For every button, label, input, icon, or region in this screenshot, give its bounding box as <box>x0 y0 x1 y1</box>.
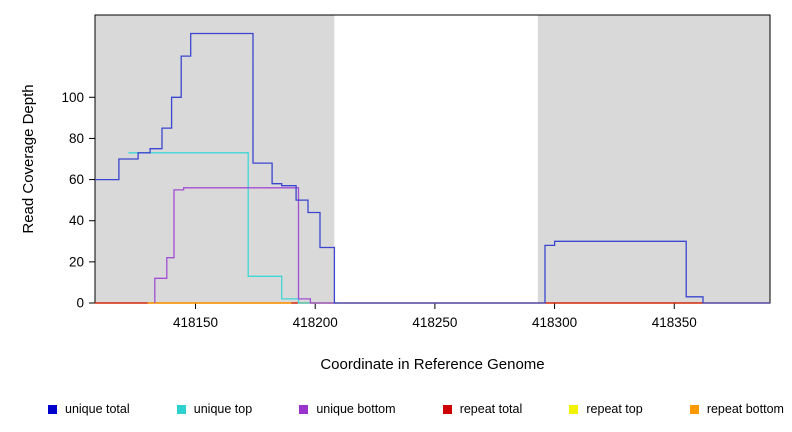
series-line-unique-top <box>128 152 340 304</box>
legend-swatch-repeat-top <box>569 404 579 414</box>
repeat-region-shading <box>537 15 770 303</box>
legend-label: unique total <box>65 402 130 416</box>
legend-label: repeat bottom <box>706 402 784 416</box>
legend-item-repeat-bottom: repeat bottom <box>689 402 784 416</box>
y-tick-label: 60 <box>69 172 84 187</box>
legend-item-unique-top: unique top <box>176 402 253 416</box>
legend-label: unique bottom <box>316 402 396 416</box>
legend-swatch-repeat-bottom <box>689 404 699 414</box>
y-axis-title: Read Coverage Depth <box>20 84 37 234</box>
x-tick-label: 418250 <box>412 315 457 330</box>
chart-legend: unique total unique top unique bottom repea… <box>48 398 784 420</box>
legend-swatch-unique-bottom <box>299 404 309 414</box>
y-tick-label: 80 <box>69 131 84 146</box>
legend-item-repeat-top: repeat top <box>569 402 643 416</box>
legend-item-repeat-total: repeat total <box>442 402 523 416</box>
y-tick-label: 0 <box>76 296 84 311</box>
x-tick-label: 418350 <box>652 315 697 330</box>
series-line-unique-total <box>95 32 770 304</box>
legend-label: repeat total <box>459 402 523 416</box>
x-tick-label: 418300 <box>532 315 577 330</box>
legend-label: repeat top <box>586 402 643 416</box>
legend-swatch-unique-top <box>176 404 186 414</box>
x-axis-title: Coordinate in Reference Genome <box>320 356 545 373</box>
legend-swatch-unique-total <box>48 404 57 414</box>
legend-item-unique-total: unique total <box>48 402 130 416</box>
y-tick-label: 40 <box>69 213 84 228</box>
plot-area: 418150 418200 418250 418300 418350 0 20 40 60 80 1… <box>61 14 771 330</box>
series-line-unique-bottom <box>154 187 335 304</box>
x-tick-label: 418150 <box>173 315 218 330</box>
y-tick-label: 20 <box>69 254 84 269</box>
legend-label: unique top <box>193 402 253 416</box>
legend-item-unique-bottom: unique bottom <box>299 402 396 416</box>
x-tick-label: 418200 <box>293 315 338 330</box>
y-tick-label: 100 <box>61 90 84 105</box>
legend-swatch-repeat-total <box>442 404 452 414</box>
